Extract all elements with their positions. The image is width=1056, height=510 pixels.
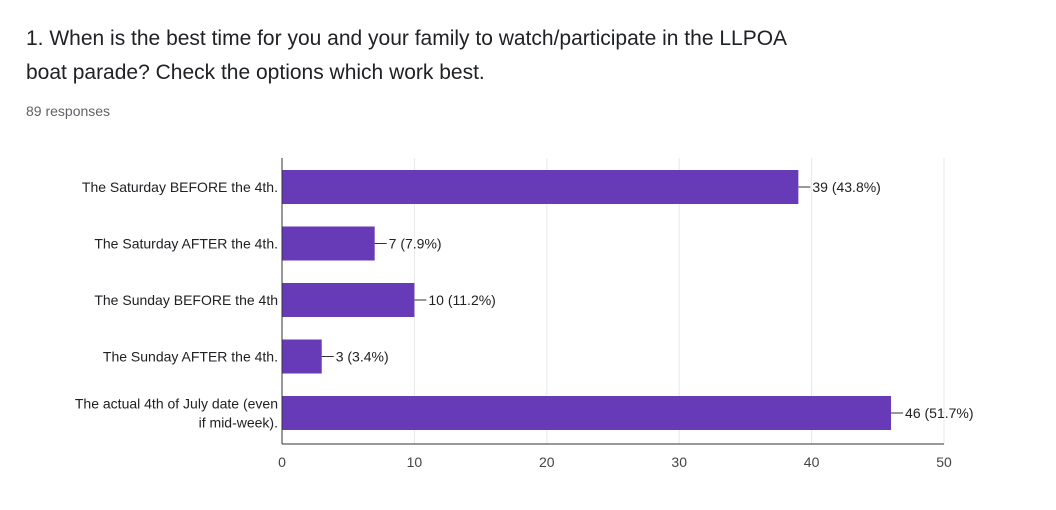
x-tick-label-40: 40 xyxy=(804,454,820,470)
x-tick-label-50: 50 xyxy=(936,454,952,470)
bars xyxy=(282,170,892,430)
x-tick-label-0: 0 xyxy=(278,454,286,470)
question-title: 1. When is the best time for you and you… xyxy=(26,22,926,90)
category-label-4: The Sunday AFTER the 4th. xyxy=(103,349,278,365)
x-tick-label-30: 30 xyxy=(671,454,687,470)
category-label-5-line-2: if mid-week). xyxy=(199,415,278,431)
bar-1 xyxy=(282,170,799,204)
bar-4 xyxy=(282,339,322,374)
question-title-line-1: 1. When is the best time for you and you… xyxy=(26,27,788,50)
data-label-1: 39 (43.8%) xyxy=(812,179,880,195)
labels: 0 10 20 30 40 50 39 (43.8%) The Saturday BEFORE… xyxy=(75,179,974,470)
response-count: 89 responses xyxy=(26,103,111,119)
question-title-line-2: boat parade? Check the options which wor… xyxy=(26,61,485,84)
x-tick-label-20: 20 xyxy=(539,454,555,470)
data-label-5: 46 (51.7%) xyxy=(905,405,973,421)
category-label-5-line-1: The actual 4th of July date (even xyxy=(75,396,278,412)
category-label-2: The Saturday AFTER the 4th. xyxy=(94,236,278,252)
axes xyxy=(281,158,944,445)
bar-5 xyxy=(282,396,892,430)
category-label-1: The Saturday BEFORE the 4th. xyxy=(82,179,278,195)
x-tick-label-10: 10 xyxy=(407,454,423,470)
data-label-3: 10 (11.2%) xyxy=(428,292,495,308)
bar-3 xyxy=(282,283,415,317)
data-label-4: 3 (3.4%) xyxy=(336,349,389,365)
data-label-2: 7 (7.9%) xyxy=(389,236,442,252)
bar-2 xyxy=(282,226,375,261)
category-label-3: The Sunday BEFORE the 4th xyxy=(94,292,278,308)
